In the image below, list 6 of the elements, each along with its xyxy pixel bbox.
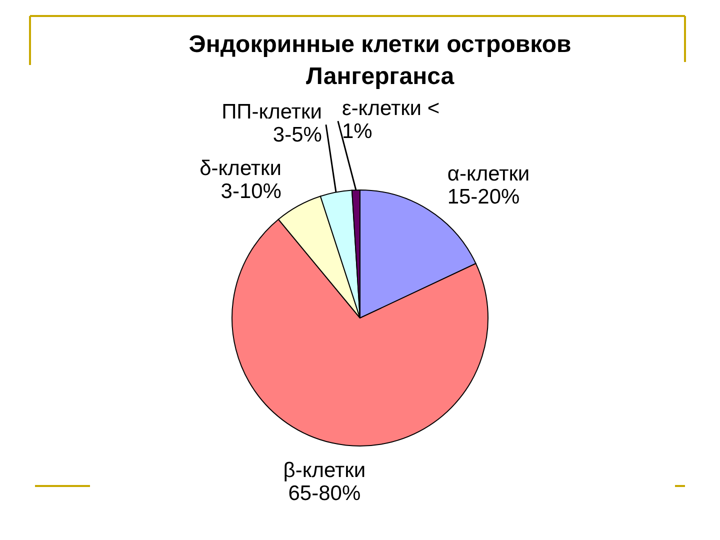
chart-title: Эндокринные клетки островков Лангерганса	[188, 31, 572, 90]
slice-label: β-клетки 65-80%	[283, 459, 366, 506]
slice-label: α-клетки 15-20%	[447, 162, 530, 208]
slice-label: ε-клетки < 1%	[342, 97, 440, 144]
slice-label: ПП-клетки 3-5%	[222, 100, 322, 147]
slice-label: δ-клетки 3-10%	[200, 157, 282, 204]
